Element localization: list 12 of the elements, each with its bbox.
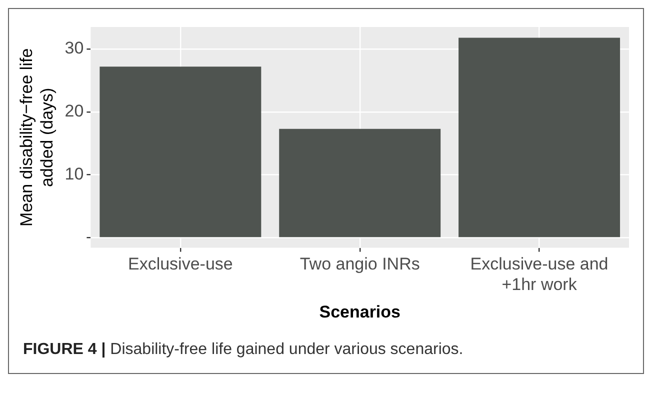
caption: FIGURE 4 | Disability-free life gained under various scenarios. bbox=[23, 341, 464, 358]
bar bbox=[458, 38, 620, 238]
bar bbox=[100, 66, 262, 238]
y-tick-label: 10 bbox=[64, 164, 84, 184]
x-tick-label: Exclusive-use bbox=[128, 254, 233, 274]
y-axis-title: Mean disability−free life added (days) bbox=[16, 48, 56, 226]
bar bbox=[279, 128, 441, 238]
y-tick-label: 20 bbox=[64, 102, 84, 121]
x-axis-title: Scenarios bbox=[319, 302, 400, 322]
x-tick-label: Two angio INRs bbox=[300, 254, 420, 274]
y-tick-label: 30 bbox=[64, 38, 84, 58]
x-tick-label: Exclusive-use and +1hr work bbox=[470, 254, 608, 294]
